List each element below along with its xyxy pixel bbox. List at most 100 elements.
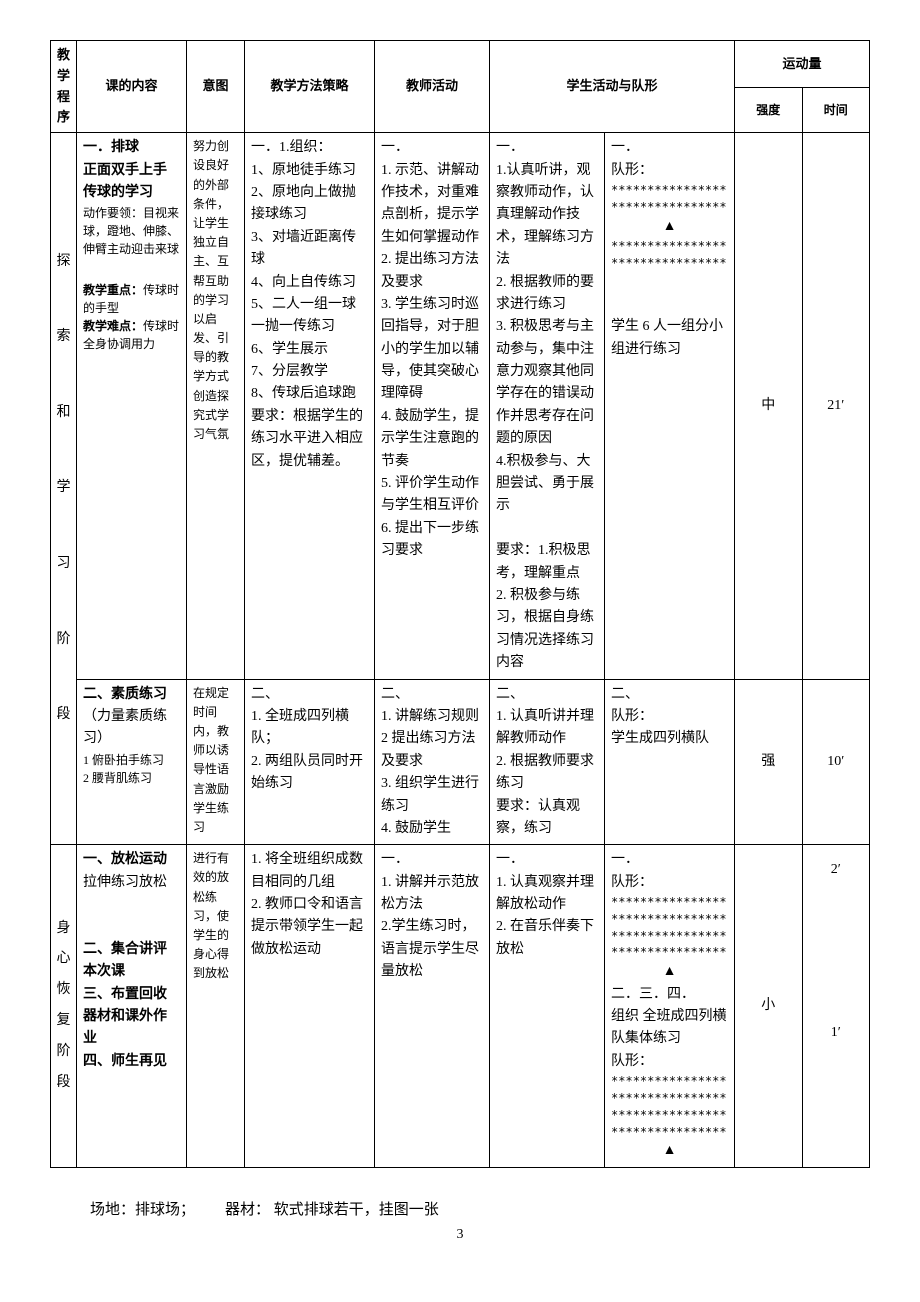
s1a-intensity: 中 xyxy=(735,133,802,679)
s2-f-head: 一． xyxy=(611,849,728,871)
s1a-f-r2: **************** xyxy=(611,199,728,216)
s2-student: 一． 1. 认真观察并理解放松动作 2. 在音乐伴奏下放松 xyxy=(490,845,605,1168)
lesson-plan-table: 教学程序 课的内容 意图 教学方法策略 教师活动 学生活动与队形 运动量 强度 … xyxy=(50,40,870,1168)
s1a-f-label: 队形： xyxy=(611,160,728,182)
s1a-t4: 4. 鼓励学生，提示学生注意跑的节奏 xyxy=(381,406,483,473)
s1b-t2: 2 提出练习方法及要求 xyxy=(381,728,483,773)
phase-explore: 探 索 和 学 习 阶 段 xyxy=(51,133,77,845)
hdr-intent: 意图 xyxy=(187,41,245,133)
s2-c3: 三、布置回收器材和课外作业 xyxy=(83,984,180,1051)
footer-text: 场地：排球场； 器材： 软式排球若干，挂图一张 xyxy=(50,1198,870,1219)
s2-t1: 1. 讲解并示范放松方法 xyxy=(381,872,483,917)
s2-t-head: 一． xyxy=(381,849,483,871)
s2-f-r2: **************** xyxy=(611,911,728,928)
s1a-time: 21′ xyxy=(802,133,870,679)
s1b-sub: （力量素质练习） xyxy=(83,706,180,751)
s1a-diff-label: 教学难点： xyxy=(83,319,143,333)
s1a-f-r4: **************** xyxy=(611,255,728,272)
s2-f-r8: **************** xyxy=(611,1124,728,1141)
s1b-formation: 二、 队形： 学生成四列横队 xyxy=(605,679,735,845)
s2-s1: 1. 认真观察并理解放松动作 xyxy=(496,872,598,917)
s2-m2: 2. 教师口令和语言提示带领学生一起做放松运动 xyxy=(251,894,368,961)
s1a-sreq2: 2. 积极参与练习，根据自身练习情况选择练习内容 xyxy=(496,585,598,675)
s1a-detail: 动作要领：目视来球，蹬地、伸膝、伸臂主动迎击来球 xyxy=(83,204,180,258)
s2-f-label: 队形： xyxy=(611,872,728,894)
s1a-s2: 2. 根据教师的要求进行练习 xyxy=(496,272,598,317)
s1a-t5: 5. 评价学生动作与学生相互评价 xyxy=(381,473,483,518)
s1a-m5: 5、二人一组一球一抛一传练习 xyxy=(251,294,368,339)
s1a-f-note: 学生 6 人一组分小组进行练习 xyxy=(611,316,728,361)
s1a-s4: 4.积极参与、大胆尝试、勇于展示 xyxy=(496,451,598,518)
hdr-method: 教学方法策略 xyxy=(245,41,375,133)
s1b-t4: 4. 鼓励学生 xyxy=(381,818,483,840)
s1a-teacher: 一． 1. 示范、讲解动作技术，对重难点剖析，提示学生如何掌握动作 2. 提出练… xyxy=(375,133,490,679)
phase-recovery: 身 心 恢 复 阶 段 xyxy=(51,845,77,1168)
s2-f-r5: **************** xyxy=(611,1073,728,1090)
s2-time2: 1′ xyxy=(809,1022,864,1044)
s1b-time: 10′ xyxy=(802,679,870,845)
s2-f-label2: 队形： xyxy=(611,1051,728,1073)
s1b-m-head: 二、 xyxy=(251,684,368,706)
s1a-formation: 一． 队形： **************** ****************… xyxy=(605,133,735,679)
s2-time: 2′ 1′ xyxy=(802,845,870,1168)
s2-s2: 2. 在音乐伴奏下放松 xyxy=(496,916,598,961)
triangle-icon: ▲ xyxy=(611,961,728,983)
s1a-mreq: 要求：根据学生的练习水平进入相应区，提优辅差。 xyxy=(251,406,368,473)
s1b-s2: 2. 根据教师要求练习 xyxy=(496,751,598,796)
s1a-title: 一．排球 xyxy=(83,137,180,159)
venue-value: 排球场； xyxy=(135,1202,195,1218)
s2-t2: 2.学生练习时，语言提示学生尽量放松 xyxy=(381,916,483,983)
s1b-m1: 1. 全班成四列横队； xyxy=(251,706,368,751)
s1a-m7: 7、分层教学 xyxy=(251,361,368,383)
s2-c2: 二、集合讲评本次课 xyxy=(83,939,180,984)
s1a-f-r1: **************** xyxy=(611,182,728,199)
s1b-s-head: 二、 xyxy=(496,684,598,706)
s2-f-r6: **************** xyxy=(611,1090,728,1107)
s2-teacher: 一． 1. 讲解并示范放松方法 2.学生练习时，语言提示学生尽量放松 xyxy=(375,845,490,1168)
s2-f-r3: **************** xyxy=(611,928,728,945)
hdr-intensity: 强度 xyxy=(735,88,802,133)
s1a-s-head: 一． xyxy=(496,137,598,159)
s1a-method: 一．1.组织： 1、原地徒手练习 2、原地向上做抛接球练习 3、对墙近距离传球 … xyxy=(245,133,375,679)
s1b-f-note: 学生成四列横队 xyxy=(611,728,728,750)
s2-method: 1. 将全班组织成数目相同的几组 2. 教师口令和语言提示带领学生一起做放松运动 xyxy=(245,845,375,1168)
s1a-sreq-label: 要求： xyxy=(496,543,538,558)
s2-c1s: 拉伸练习放松 xyxy=(83,872,180,894)
s2-c4: 四、师生再见 xyxy=(83,1051,180,1073)
s2-s-head: 一． xyxy=(496,849,598,871)
s1b-student: 二、 1. 认真听讲并理解教师动作 2. 根据教师要求练习 要求：认真观察，练习 xyxy=(490,679,605,845)
s2-intensity: 小 xyxy=(735,845,802,1168)
s2-f-r1: **************** xyxy=(611,894,728,911)
equip-label: 器材： xyxy=(225,1202,270,1218)
s1b-s1: 1. 认真听讲并理解教师动作 xyxy=(496,706,598,751)
s1b-t-head: 二、 xyxy=(381,684,483,706)
s1a-t3: 3. 学生练习时巡回指导，对于胆小的学生加以辅导，使其突破心理障碍 xyxy=(381,294,483,406)
s1b-sreq: 要求：认真观察，练习 xyxy=(496,796,598,841)
triangle-icon: ▲ xyxy=(611,1140,728,1162)
s1a-m6: 6、学生展示 xyxy=(251,339,368,361)
s2-time1: 2′ xyxy=(809,859,864,881)
venue-label: 场地： xyxy=(90,1202,135,1218)
hdr-content: 课的内容 xyxy=(77,41,187,133)
hdr-teacher: 教师活动 xyxy=(375,41,490,133)
s1a-intent: 努力创设良好的外部条件，让学生独立自主、互帮互助的学习 以启发、引导的教学方式创… xyxy=(187,133,245,679)
s1b-teacher: 二、 1. 讲解练习规则 2 提出练习方法及要求 3. 组织学生进行练习 4. … xyxy=(375,679,490,845)
s1b-f-label: 队形： xyxy=(611,706,728,728)
s1a-t1: 1. 示范、讲解动作技术，对重难点剖析，提示学生如何掌握动作 xyxy=(381,160,483,250)
s1a-t2: 2. 提出练习方法及要求 xyxy=(381,249,483,294)
s1a-m3: 3、对墙近距离传球 xyxy=(251,227,368,272)
s1b-f-head: 二、 xyxy=(611,684,728,706)
s1a-m2: 2、原地向上做抛接球练习 xyxy=(251,182,368,227)
s1a-student: 一． 1.认真听讲，观察教师动作，认真理解动作技术，理解练习方法 2. 根据教师… xyxy=(490,133,605,679)
s1b-c1: 1 俯卧拍手练习 xyxy=(83,751,180,769)
s2-content: 一、放松运动 拉伸练习放松 二、集合讲评本次课 三、布置回收器材和课外作业 四、… xyxy=(77,845,187,1168)
s1b-content: 二、素质练习 （力量素质练习） 1 俯卧拍手练习 2 腰背肌练习 xyxy=(77,679,187,845)
s1b-intensity: 强 xyxy=(735,679,802,845)
s1a-sub: 正面双手上手传球的学习 xyxy=(83,160,180,205)
s1a-m-head: 一．1.组织： xyxy=(251,137,368,159)
hdr-phase: 教学程序 xyxy=(51,41,77,133)
s2-f-r7: **************** xyxy=(611,1107,728,1124)
triangle-icon: ▲ xyxy=(611,216,728,238)
equip-value: 软式排球若干，挂图一张 xyxy=(270,1202,439,1218)
s1a-f-r3: **************** xyxy=(611,238,728,255)
